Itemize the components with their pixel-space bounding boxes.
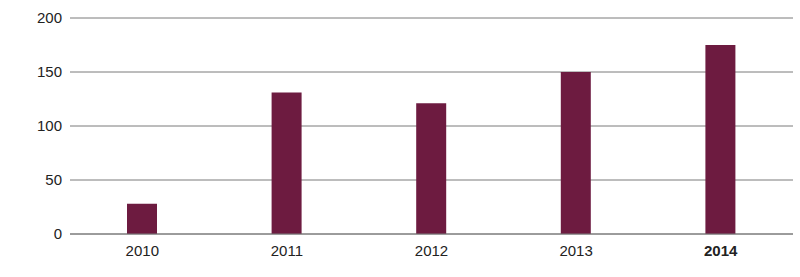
- svg-text:100: 100: [37, 117, 62, 134]
- svg-text:2014: 2014: [704, 242, 738, 259]
- svg-text:200: 200: [37, 9, 62, 26]
- svg-text:2012: 2012: [415, 242, 448, 259]
- svg-text:2011: 2011: [271, 242, 303, 259]
- svg-text:50: 50: [45, 171, 62, 188]
- svg-text:0: 0: [54, 225, 62, 242]
- svg-text:2010: 2010: [126, 242, 159, 259]
- svg-text:150: 150: [37, 63, 62, 80]
- svg-text:2013: 2013: [559, 242, 592, 259]
